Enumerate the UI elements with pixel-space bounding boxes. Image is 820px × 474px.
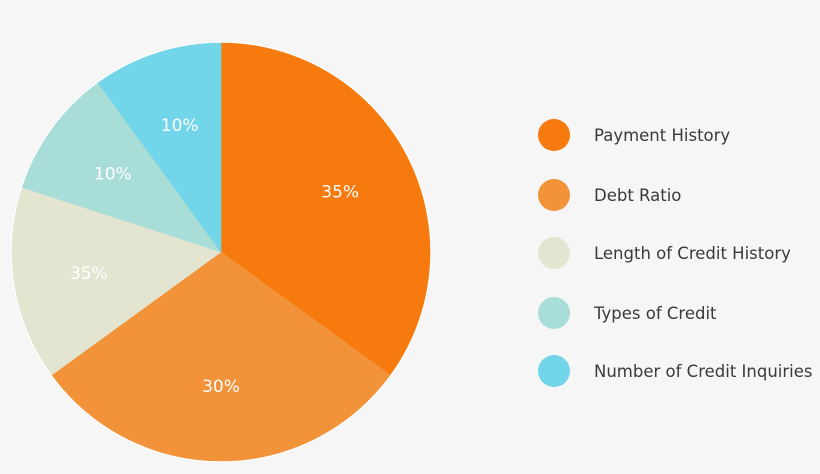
- legend-swatch-debt-ratio: [538, 179, 570, 211]
- legend-item-types-of-credit: Types of Credit: [538, 296, 717, 330]
- slice-label-number-of-credit-inquiries: 10%: [161, 116, 199, 136]
- pie-slice-number-of-credit-inquiries: [97, 42, 222, 253]
- legend-swatch-length-of-credit-history: [538, 237, 570, 269]
- slice-label-debt-ratio: 30%: [202, 377, 240, 397]
- legend-item-debt-ratio: Debt Ratio: [538, 178, 681, 212]
- pie-chart: 35% 30% 35% 10% 10%: [10, 41, 432, 463]
- legend-label-length-of-credit-history: Length of Credit History: [594, 243, 791, 263]
- legend-label-payment-history: Payment History: [594, 125, 731, 145]
- pie-slice-debt-ratio: [51, 251, 391, 462]
- legend-swatch-types-of-credit: [538, 297, 570, 329]
- pie-slice-payment-history: [220, 42, 431, 376]
- pie-slice-length-of-credit-history: [11, 187, 222, 376]
- legend-item-length-of-credit-history: Length of Credit History: [538, 236, 791, 270]
- legend-item-payment-history: Payment History: [538, 118, 730, 152]
- slice-label-types-of-credit: 10%: [94, 164, 132, 184]
- legend-swatch-payment-history: [538, 119, 570, 151]
- slice-label-payment-history: 35%: [321, 182, 359, 202]
- legend-swatch-number-of-credit-inquiries: [538, 355, 570, 387]
- pie-slice-types-of-credit: [21, 82, 222, 253]
- slice-label-length-of-credit-history: 35%: [70, 264, 108, 284]
- legend-label-debt-ratio: Debt Ratio: [594, 185, 682, 205]
- legend-label-number-of-credit-inquiries: Number of Credit Inquiries: [594, 361, 813, 381]
- legend-label-types-of-credit: Types of Credit: [594, 303, 717, 323]
- legend: Payment History Debt Ratio Length of Cre…: [538, 0, 820, 474]
- legend-item-number-of-credit-inquiries: Number of Credit Inquiries: [538, 354, 813, 388]
